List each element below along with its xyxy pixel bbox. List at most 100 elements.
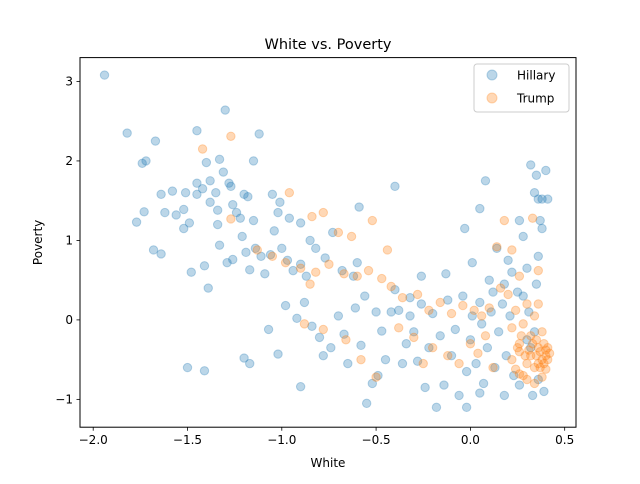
axes-frame <box>79 57 577 428</box>
scatter-point-hillary <box>522 335 532 345</box>
scatter-point-trump <box>477 311 487 321</box>
scatter-point-trump <box>356 354 366 365</box>
scatter-point-trump <box>412 289 423 300</box>
scatter-point-hillary <box>488 287 498 297</box>
scatter-point-hillary <box>527 390 538 401</box>
scatter-point-hillary <box>214 240 225 250</box>
scatter-point-hillary <box>499 390 510 401</box>
scatter-point-hillary <box>273 207 283 218</box>
scatter-point-trump <box>252 245 262 255</box>
scatter-point-hillary <box>167 186 178 196</box>
scatter-point-hillary <box>522 263 532 273</box>
scatter-point-hillary <box>529 188 540 198</box>
scatter-point-hillary <box>512 287 523 297</box>
scatter-point-trump <box>318 207 328 218</box>
scatter-point-trump <box>492 242 502 252</box>
scatter-point-hillary <box>350 303 361 313</box>
scatter-point-trump <box>473 348 483 358</box>
scatter-point-trump <box>367 215 378 226</box>
scatter-point-hillary <box>239 189 249 200</box>
scatter-point-trump <box>458 300 468 311</box>
scatter-point-trump <box>520 350 530 361</box>
scatter-point-hillary <box>420 382 430 393</box>
scatter-point-hillary <box>339 329 349 339</box>
scatter-point-hillary <box>461 402 472 413</box>
scatter-point-trump <box>524 345 534 355</box>
scatter-point-hillary <box>446 350 457 361</box>
scatter-point-hillary <box>450 324 460 335</box>
scatter-point-trump <box>280 257 291 268</box>
scatter-point-hillary <box>443 295 453 305</box>
scatter-point-hillary <box>248 156 259 166</box>
scatter-point-hillary <box>192 178 202 188</box>
scatter-point-trump <box>352 271 362 281</box>
scatter-point-hillary <box>184 218 195 228</box>
scatter-point-trump <box>533 343 543 353</box>
scatter-point-hillary <box>360 291 370 301</box>
scatter-point-hillary <box>212 205 223 215</box>
scatter-point-trump <box>541 345 551 355</box>
x-axis-label: White <box>311 456 346 470</box>
scatter-point-hillary <box>484 275 494 285</box>
scatter-point-trump <box>299 319 310 329</box>
scatter-point-hillary <box>390 284 400 295</box>
scatter-point-trump <box>522 299 532 309</box>
scatter-point-trump <box>516 331 527 341</box>
x-tick-label: 0.0 <box>461 433 480 447</box>
scatter-point-hillary <box>524 307 534 317</box>
scatter-point-hillary <box>150 136 161 146</box>
scatter-point-hillary <box>292 313 302 324</box>
scatter-point-trump <box>226 214 236 224</box>
scatter-point-hillary <box>441 269 451 279</box>
scatter-point-trump <box>499 215 510 226</box>
scatter-point-hillary <box>537 223 547 234</box>
scatter-point-hillary <box>275 197 285 207</box>
scatter-point-hillary <box>531 170 542 180</box>
scatter-point-hillary <box>99 70 110 80</box>
scatter-point-hillary <box>245 358 255 369</box>
scatter-point-hillary <box>220 105 230 115</box>
scatter-point-hillary <box>211 188 221 198</box>
scatter-point-hillary <box>361 398 372 409</box>
scatter-point-hillary <box>248 215 259 226</box>
scatter-point-hillary <box>237 231 247 242</box>
scatter-point-hillary <box>460 223 470 234</box>
y-axis-label: Poverty <box>31 220 45 265</box>
scatter-point-hillary <box>197 184 208 194</box>
scatter-point-trump <box>333 227 344 238</box>
scatter-point-hillary <box>416 271 427 281</box>
scatter-point-hillary <box>171 210 181 220</box>
scatter-point-trump <box>305 279 315 289</box>
scatter-point-hillary <box>318 350 328 361</box>
scatter-point-hillary <box>518 291 528 301</box>
scatter-point-hillary <box>394 305 404 316</box>
scatter-point-hillary <box>475 388 485 398</box>
scatter-point-hillary <box>301 271 312 281</box>
scatter-point-hillary <box>267 189 278 200</box>
scatter-point-trump <box>533 358 543 369</box>
scatter-point-hillary <box>203 283 213 293</box>
scatter-point-hillary <box>180 188 191 198</box>
scatter-point-hillary <box>477 319 487 329</box>
scatter-point-hillary <box>409 327 419 337</box>
scatter-point-trump <box>544 348 555 358</box>
scatter-point-hillary <box>245 265 255 275</box>
scatter-point-trump <box>535 362 545 373</box>
y-tick-label: 0 <box>65 313 73 327</box>
scatter-point-hillary <box>405 311 415 321</box>
scatter-point-hillary <box>228 254 238 265</box>
scatter-point-trump <box>371 372 381 382</box>
scatter-point-hillary <box>475 203 485 214</box>
scatter-point-hillary <box>356 340 366 351</box>
scatter-point-trump <box>529 362 540 373</box>
scatter-point-hillary <box>467 311 477 321</box>
scatter-point-hillary <box>397 358 408 369</box>
scatter-point-hillary <box>533 194 543 204</box>
scatter-point-trump <box>514 271 525 281</box>
scatter-point-hillary <box>231 207 242 218</box>
scatter-point-hillary <box>179 223 189 234</box>
scatter-point-hillary <box>514 215 525 226</box>
scatter-point-hillary <box>265 250 276 260</box>
scatter-point-hillary <box>280 300 291 311</box>
scatter-point-trump <box>539 358 549 369</box>
